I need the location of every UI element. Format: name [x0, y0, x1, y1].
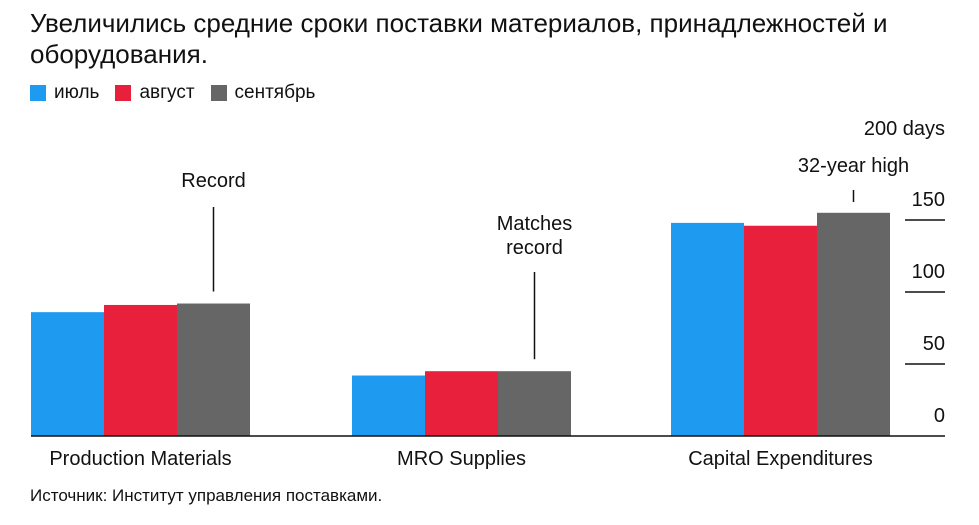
legend-swatch-july: [30, 85, 46, 101]
legend-label-september: сентябрь: [234, 82, 316, 103]
chart-title: Увеличились средние сроки поставки матер…: [30, 8, 888, 69]
bar-0-1: [104, 304, 177, 436]
source-note: Источник: Институт управления поставками…: [30, 486, 383, 505]
legend: июль август сентябрь: [30, 82, 315, 104]
legend-label-july: июль: [54, 82, 100, 103]
bar-1-1: [425, 371, 498, 436]
annotation-record: Record: [181, 170, 245, 192]
bar-0-2: [177, 303, 250, 436]
category-label-1: MRO Supplies: [397, 448, 526, 470]
bar-1-2: [498, 371, 571, 436]
bar-1-0: [352, 375, 425, 436]
category-label-2: Capital Expenditures: [688, 448, 873, 470]
legend-label-august: август: [139, 82, 195, 103]
annotation-32-year-high: 32-year high: [798, 155, 909, 177]
y-top-label: 200 days: [864, 118, 945, 140]
y-tick-label-50: 50: [923, 333, 945, 355]
category-label-0: Production Materials: [49, 448, 231, 470]
annotation-matches-line1: Matches: [497, 213, 573, 235]
legend-item-august: август: [115, 82, 195, 104]
bar-0-0: [31, 312, 104, 436]
legend-item-july: июль: [30, 82, 99, 104]
bar-2-0: [671, 222, 744, 436]
y-tick-label-0: 0: [934, 405, 945, 427]
bar-2-1: [744, 225, 817, 436]
legend-swatch-august: [115, 85, 132, 101]
bar-2-2: [817, 212, 890, 436]
legend-swatch-september: [210, 85, 227, 101]
annotation-matches-line2: record: [506, 237, 563, 259]
legend-item-september: сентябрь: [210, 82, 316, 104]
y-tick-label-150: 150: [912, 189, 945, 211]
y-tick-label-100: 100: [912, 261, 945, 283]
